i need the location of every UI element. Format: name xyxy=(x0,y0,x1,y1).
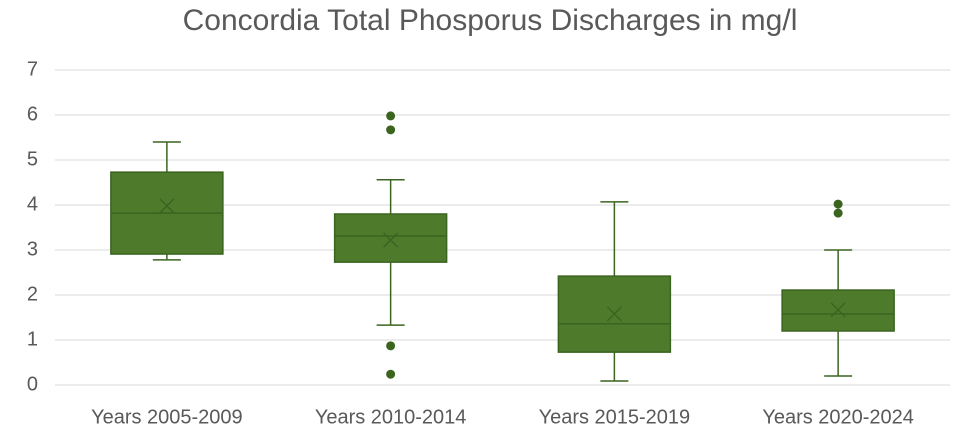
y-tick-label: 2 xyxy=(27,283,38,305)
chart-title: Concordia Total Phosporus Discharges in … xyxy=(183,4,798,37)
outlier xyxy=(386,125,396,135)
outlier xyxy=(386,341,396,351)
mean-marker xyxy=(606,306,622,322)
y-tick-label: 7 xyxy=(27,58,38,80)
mean-marker xyxy=(383,232,399,248)
outlier xyxy=(833,208,843,218)
y-tick-label: 3 xyxy=(27,238,38,260)
mean-marker xyxy=(830,302,846,318)
x-tick-label: Years 2010-2014 xyxy=(315,406,467,428)
x-tick-label: Years 2005-2009 xyxy=(91,406,243,428)
y-tick-label: 5 xyxy=(27,148,38,170)
box xyxy=(333,213,448,263)
x-tick-label: Years 2020-2024 xyxy=(762,406,914,428)
y-tick-label: 6 xyxy=(27,103,38,125)
box xyxy=(557,275,672,353)
outlier xyxy=(833,199,843,209)
y-tick-label: 4 xyxy=(27,193,38,215)
mean-marker xyxy=(159,198,175,214)
y-tick-label: 0 xyxy=(27,373,38,395)
outlier xyxy=(386,111,396,121)
outlier xyxy=(386,369,396,379)
x-tick-label: Years 2015-2019 xyxy=(539,406,691,428)
y-tick-label: 1 xyxy=(27,328,38,350)
